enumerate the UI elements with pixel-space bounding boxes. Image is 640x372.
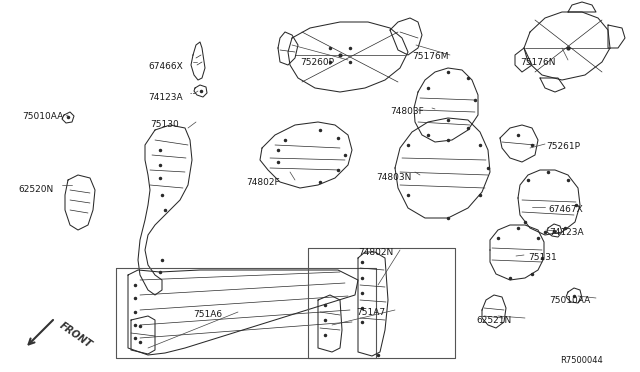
Text: 75176M: 75176M — [412, 52, 449, 61]
Text: 74123A: 74123A — [148, 93, 182, 102]
Text: 75261P: 75261P — [546, 142, 580, 151]
Text: 751A6: 751A6 — [193, 310, 222, 319]
Text: 67467X: 67467X — [548, 205, 583, 214]
Text: 74803N: 74803N — [376, 173, 412, 182]
Text: 74802N: 74802N — [358, 248, 393, 257]
Text: 75176N: 75176N — [520, 58, 556, 67]
Text: 75010AA: 75010AA — [549, 296, 590, 305]
Text: 75131: 75131 — [528, 253, 557, 262]
Text: 75010AA: 75010AA — [22, 112, 63, 121]
Text: R7500044: R7500044 — [560, 356, 603, 365]
Text: 62520N: 62520N — [18, 185, 53, 194]
Text: 62521N: 62521N — [476, 316, 511, 325]
Text: 75130: 75130 — [150, 120, 179, 129]
Text: 751A7: 751A7 — [356, 308, 385, 317]
Text: 74802F: 74802F — [246, 178, 280, 187]
Text: 74123A: 74123A — [549, 228, 584, 237]
Text: 75260P: 75260P — [300, 58, 334, 67]
Text: 67466X: 67466X — [148, 62, 183, 71]
Text: 74803F: 74803F — [390, 107, 424, 116]
Text: FRONT: FRONT — [58, 320, 94, 349]
